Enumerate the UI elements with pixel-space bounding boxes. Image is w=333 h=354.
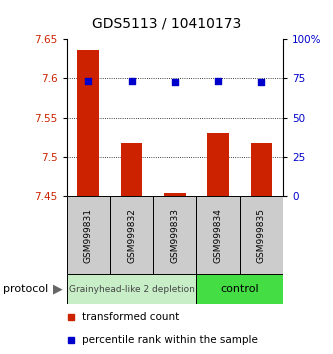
Bar [67,196,110,274]
Text: transformed count: transformed count [82,312,179,322]
Text: GSM999833: GSM999833 [170,208,179,263]
Point [86,78,91,84]
Text: GSM999834: GSM999834 [213,208,223,263]
Bar [153,196,196,274]
Bar [207,133,229,196]
Bar [250,143,272,196]
Text: GSM999832: GSM999832 [127,208,136,263]
Point [215,79,221,84]
Text: control: control [220,284,259,295]
Point [172,79,177,85]
Text: ▶: ▶ [53,283,63,296]
Bar [240,196,283,274]
Bar [196,274,283,304]
Bar [196,196,240,274]
Bar [121,143,143,196]
Bar [164,193,185,196]
Text: Grainyhead-like 2 depletion: Grainyhead-like 2 depletion [69,285,194,294]
Bar [78,50,99,196]
Point [259,79,264,85]
Text: GSM999835: GSM999835 [257,208,266,263]
Bar [110,196,153,274]
Text: GSM999831: GSM999831 [84,208,93,263]
Bar [67,274,196,304]
Text: percentile rank within the sample: percentile rank within the sample [82,335,258,346]
Point [129,79,134,84]
Text: GDS5113 / 10410173: GDS5113 / 10410173 [92,16,241,30]
Text: protocol: protocol [3,284,49,295]
